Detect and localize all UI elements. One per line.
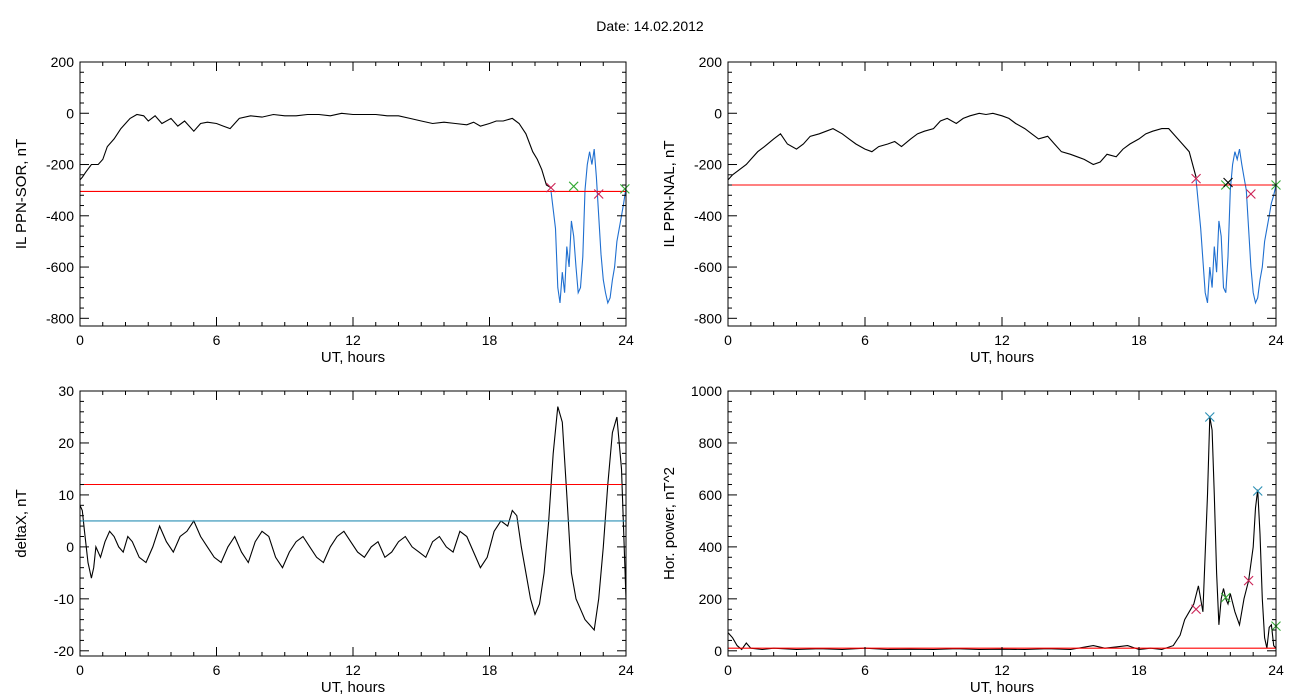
- y-tick-label: 1000: [691, 383, 722, 399]
- x-tick-label: 18: [482, 332, 498, 348]
- y-tick-label: -800: [694, 310, 722, 326]
- event-marker: [568, 181, 579, 192]
- x-tick-label: 0: [76, 662, 84, 678]
- y-axis-label: deltaX, nT: [13, 489, 30, 557]
- plot-frame: [727, 390, 1277, 657]
- series-line-1: [1195, 148, 1276, 305]
- series-line-0: [80, 112, 552, 189]
- x-axis-label: UT, hours: [321, 679, 385, 696]
- event-marker: [619, 183, 630, 194]
- x-axis-label: UT, hours: [970, 349, 1034, 366]
- y-tick-label: 200: [51, 54, 75, 70]
- event-marker: [1220, 592, 1231, 603]
- y-tick-label: 400: [699, 539, 723, 555]
- x-tick-label: 12: [345, 332, 361, 348]
- panel-sor: 0 6 12 18 24 -800 -600 -400 -200 0 200 UT, hours IL …: [13, 54, 634, 366]
- y-tick-label: -200: [694, 157, 722, 173]
- y-tick-label: 800: [699, 435, 723, 451]
- event-marker: [1191, 173, 1201, 184]
- y-tick-label: 0: [66, 105, 74, 121]
- x-tick-label: 0: [724, 662, 732, 678]
- event-marker: [546, 182, 556, 193]
- x-tick-label: 24: [618, 332, 634, 348]
- y-axis-label: IL PPN-SOR, nT: [13, 139, 30, 249]
- y-tick-label: -200: [46, 157, 74, 173]
- y-tick-label: -800: [46, 310, 74, 326]
- panel-nal: 0 6 12 18 24 -800 -600 -400 -200 0 200 UT, hours IL …: [661, 54, 1284, 366]
- event-marker: [1245, 189, 1256, 199]
- plot-area: [80, 406, 626, 632]
- series-line-0: [80, 406, 626, 632]
- x-tick-label: 0: [724, 332, 732, 348]
- y-tick-label: -600: [694, 259, 722, 275]
- x-axis-label: UT, hours: [970, 679, 1034, 696]
- x-tick-label: 6: [213, 332, 221, 348]
- y-axis-label: IL PPN-NAL, nT: [661, 141, 678, 248]
- x-tick-label: 18: [1131, 332, 1147, 348]
- plot-frame: [79, 390, 627, 657]
- x-tick-label: 18: [482, 662, 498, 678]
- event-marker: [1204, 412, 1215, 422]
- series-line-0: [728, 112, 1197, 181]
- panel-deltax: 0 6 12 18 24 -20 -10 0 10 20 30 UT, hours deltaX, nT: [13, 383, 634, 696]
- x-tick-label: 24: [618, 662, 634, 678]
- event-marker: [1252, 486, 1263, 496]
- x-tick-label: 12: [994, 332, 1010, 348]
- x-tick-label: 6: [213, 662, 221, 678]
- y-tick-label: 10: [58, 487, 74, 503]
- plot-area: [728, 112, 1276, 305]
- plot-area: [80, 112, 626, 305]
- series-line-1: [550, 149, 626, 305]
- y-tick-label: -10: [54, 591, 74, 607]
- x-tick-label: 24: [1268, 662, 1284, 678]
- y-tick-label: -400: [694, 208, 722, 224]
- event-marker: [1243, 575, 1254, 586]
- event-marker: [1223, 177, 1233, 188]
- y-tick-label: 0: [714, 105, 722, 121]
- y-tick-label: 0: [714, 643, 722, 659]
- x-tick-label: 12: [345, 662, 361, 678]
- y-tick-label: 600: [699, 487, 723, 503]
- chart-title: Date: 14.02.2012: [596, 18, 704, 34]
- y-tick-label: 20: [58, 435, 74, 451]
- y-tick-label: 200: [699, 54, 723, 70]
- y-tick-label: 30: [58, 383, 74, 399]
- y-tick-label: 200: [699, 591, 723, 607]
- x-tick-label: 6: [861, 662, 869, 678]
- plot-frame: [79, 61, 627, 327]
- event-marker: [1191, 604, 1201, 615]
- y-tick-label: -600: [46, 259, 74, 275]
- x-tick-label: 6: [861, 332, 869, 348]
- x-tick-label: 18: [1131, 662, 1147, 678]
- x-axis-label: UT, hours: [321, 349, 385, 366]
- y-tick-label: -400: [46, 208, 74, 224]
- plot-frame: [727, 61, 1277, 327]
- y-tick-label: 0: [66, 539, 74, 555]
- x-tick-label: 0: [76, 332, 84, 348]
- event-marker: [593, 189, 604, 199]
- panel-power: 0 6 12 18 24 0 200 400 600 800 1000 UT, hours Hor. p…: [661, 383, 1284, 696]
- x-tick-label: 12: [994, 662, 1010, 678]
- y-axis-label: Hor. power, nT^2: [661, 467, 678, 580]
- plot-area: [728, 416, 1276, 651]
- series-line-0: [728, 416, 1276, 651]
- y-tick-label: -20: [54, 643, 74, 659]
- x-tick-label: 24: [1268, 332, 1284, 348]
